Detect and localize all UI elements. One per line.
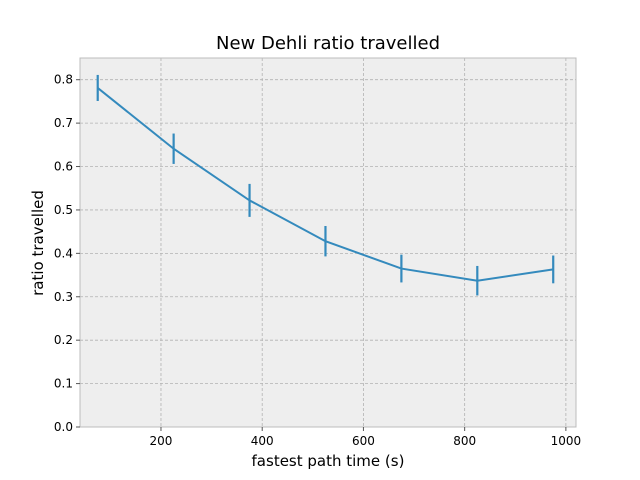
x-tick-label: 200: [150, 434, 173, 448]
x-ticks: 200 400 600 800 1000: [150, 427, 582, 448]
x-tick-label: 600: [352, 434, 375, 448]
y-tick-label: 0.0: [54, 420, 73, 434]
y-tick-label: 0.3: [54, 290, 73, 304]
x-tick-label: 800: [453, 434, 476, 448]
x-tick-label: 1000: [551, 434, 582, 448]
series-line: [97, 87, 554, 282]
y-tick-label: 0.5: [54, 203, 73, 217]
chart-title: New Dehli ratio travelled: [216, 33, 440, 54]
x-axis-label: fastest path time (s): [252, 452, 405, 470]
x-tick-label: 400: [251, 434, 274, 448]
y-tick-label: 0.6: [54, 160, 73, 174]
y-tick-label: 0.8: [54, 73, 73, 87]
y-axis-label: ratio travelled: [29, 190, 47, 296]
plot-frame: [79, 57, 577, 428]
y-ticks: 0.0 0.1 0.2 0.3 0.4 0.5 0.6 0.7 0.8: [54, 73, 80, 434]
y-tick-label: 0.7: [54, 116, 73, 130]
grid: [80, 58, 576, 428]
y-tick-label: 0.1: [54, 377, 73, 391]
y-tick-label: 0.4: [54, 246, 73, 260]
y-tick-label: 0.2: [54, 333, 73, 347]
